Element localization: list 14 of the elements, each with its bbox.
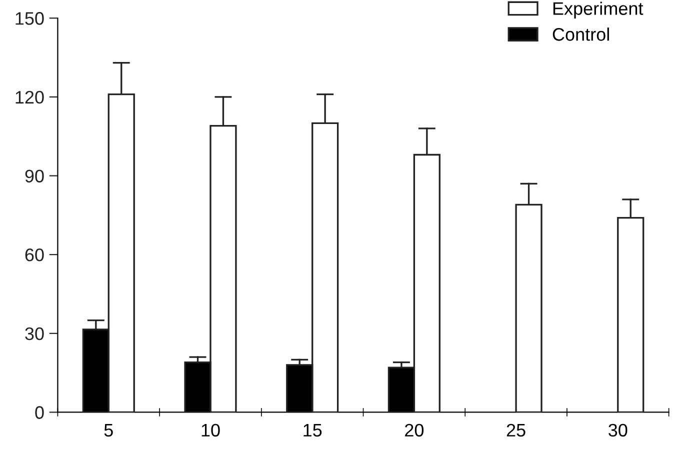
x-tick-label: 20 [405, 424, 424, 437]
x-tick-label: 30 [608, 424, 628, 437]
x-tick-label: 5 [104, 424, 113, 437]
y-tick-label: 150 [16, 12, 44, 25]
y-tick-label: 60 [25, 248, 44, 262]
y-tick-label: 120 [16, 90, 44, 104]
x-tick-label: 15 [304, 424, 322, 437]
x-tick-label: 10 [202, 424, 220, 437]
y-tick-label: 90 [25, 170, 44, 182]
y-tick-label: 0 [35, 406, 44, 419]
legend-label: Experiment [553, 2, 644, 19]
y-tick-label: 30 [25, 327, 44, 340]
legend-label: Control [552, 28, 609, 41]
x-tick-label: 25 [506, 424, 526, 437]
